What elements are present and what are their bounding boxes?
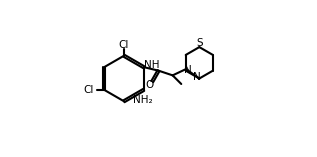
Text: N: N [184,65,192,75]
Text: NH₂: NH₂ [133,95,153,105]
Text: O: O [146,80,154,90]
Text: NH: NH [144,60,160,70]
Text: S: S [196,38,203,48]
Text: Cl: Cl [84,85,94,95]
Text: Cl: Cl [119,40,129,50]
Text: N: N [193,72,201,82]
